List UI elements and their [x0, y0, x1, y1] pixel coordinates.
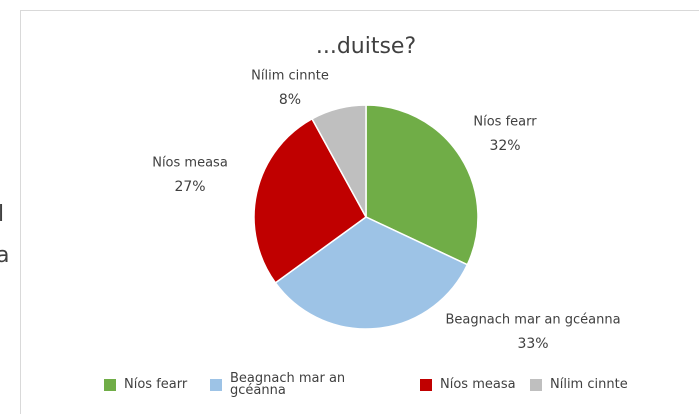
pie-slice [365, 104, 479, 266]
pie-slice [311, 104, 367, 218]
data-label-value: 8% [279, 92, 301, 108]
pie-slice [274, 216, 469, 330]
data-label-value: 32% [489, 138, 520, 154]
legend-label: Nílim cinnte [550, 377, 628, 392]
data-label-category: Beagnach mar an gcéanna [445, 313, 620, 328]
legend-swatch [104, 379, 116, 391]
data-label-value: 27% [174, 179, 205, 195]
legend-swatch [420, 379, 432, 391]
legend-label: Níos fearr [124, 377, 188, 392]
pie-slice [253, 117, 367, 284]
legend-item: Níos measa [420, 372, 516, 398]
legend-swatch [530, 379, 542, 391]
background-text: l [0, 202, 4, 227]
data-label-category: Nílim cinnte [251, 69, 329, 84]
legend-label: Níos measa [440, 377, 516, 392]
legend-item: Beagnach mar an gcéanna [210, 372, 350, 398]
data-label-value: 33% [517, 336, 548, 352]
legend-item: Níos fearr [104, 372, 187, 398]
legend-swatch [210, 379, 222, 391]
data-label-category: Níos fearr [473, 115, 537, 130]
chart-title: ...duitse? [316, 34, 416, 59]
legend-label: Beagnach mar an gcéanna [230, 371, 346, 398]
data-label-category: Níos measa [152, 156, 228, 171]
legend-item: Nílim cinnte [530, 372, 628, 398]
background-text: a [0, 243, 9, 268]
